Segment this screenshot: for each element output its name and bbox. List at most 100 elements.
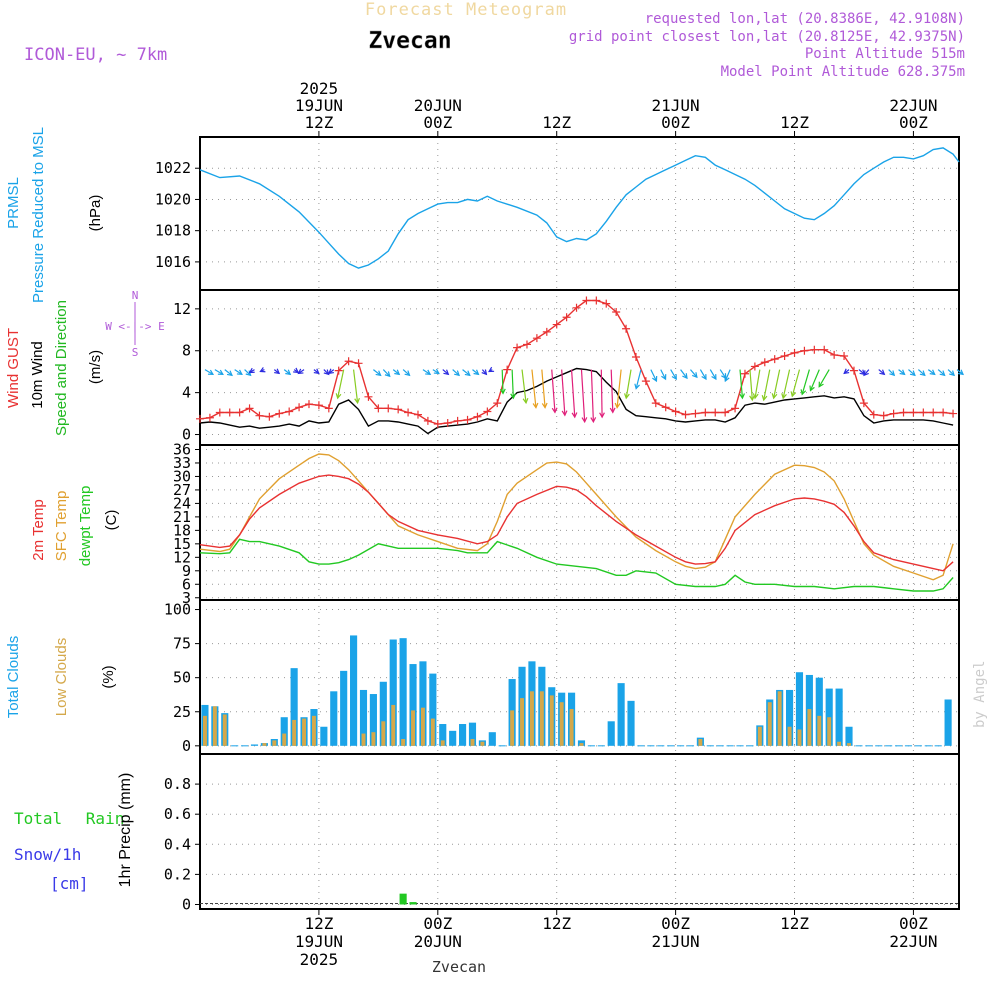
wind-arrow-shaft <box>422 369 431 375</box>
wind-arrow-shaft <box>352 369 359 403</box>
wind-arrow-head <box>473 369 480 376</box>
wind-arrow-shaft <box>234 369 243 375</box>
y-tick-label-precip: 0 <box>182 895 191 913</box>
wind-arrow-head <box>957 369 964 376</box>
low-cloud-bar <box>827 717 832 746</box>
wind-arrow-shaft <box>402 369 410 376</box>
low-cloud-bar <box>272 740 277 746</box>
wind-arrow-head <box>499 388 506 395</box>
wind-arrow-shaft <box>580 369 586 422</box>
gust-marker <box>413 410 422 419</box>
y-tick-label-wind: 12 <box>173 300 191 318</box>
wind-arrow-shaft <box>462 369 471 376</box>
wind-direction-arrow <box>699 369 707 381</box>
wind-arrow-head <box>899 369 906 376</box>
wind-arrow-head <box>889 370 896 377</box>
pressure-label-prmsl: PRMSL <box>5 177 22 229</box>
gust-marker <box>255 411 264 420</box>
low-cloud-bar <box>430 718 435 746</box>
wind-arrow-head <box>609 407 616 414</box>
y-tick-label-clouds: 100 <box>164 601 191 619</box>
gust-marker <box>374 404 383 413</box>
wind-arrow-head <box>818 381 824 388</box>
wind-arrow-shaft <box>224 369 233 376</box>
gust-marker <box>939 408 948 417</box>
wind-arrow-head <box>425 369 432 376</box>
gust-marker <box>394 405 403 414</box>
top-time-label: 00Z <box>661 113 690 132</box>
wind-arrow-shaft <box>551 369 556 413</box>
wind-direction-arrow <box>481 369 488 376</box>
gust-marker <box>324 404 333 413</box>
wind-arrow-head <box>682 373 688 380</box>
bottom-time-label: 12Z <box>542 914 571 933</box>
y-tick-label-temperature: 6 <box>182 575 191 593</box>
wind-arrow-head <box>404 370 411 377</box>
wind-direction-arrow <box>462 369 471 377</box>
y-tick-label-precip: 0.8 <box>164 775 191 793</box>
total-cloud-bar <box>835 688 843 746</box>
gust-marker <box>820 345 829 354</box>
gust-marker <box>473 412 482 421</box>
y-tick-label-temperature: 3 <box>182 589 191 607</box>
wind-arrow-shaft <box>709 369 717 380</box>
gust-marker <box>265 412 274 421</box>
wind-arrow-shaft <box>782 369 791 399</box>
wind-direction-arrow <box>432 368 440 375</box>
wind-arrow-head <box>711 374 717 381</box>
cloud-label-total: Total Clouds <box>5 636 22 719</box>
temp-label-unit: (C) <box>103 510 120 531</box>
total-cloud-bar <box>379 681 387 746</box>
wind-direction-arrow <box>761 369 771 402</box>
temp-label-2m: 2m Temp <box>30 499 47 560</box>
wind-arrow-head <box>207 369 215 375</box>
y-tick-label-precip: 0.2 <box>164 865 191 883</box>
wind-arrow-head <box>691 372 698 379</box>
wind-direction-arrow <box>531 369 539 409</box>
total-cloud-bar <box>488 732 496 746</box>
panel-grid-precip: 0 0.2 0.4 0.6 0.8 <box>164 754 959 913</box>
gust-marker <box>602 299 611 308</box>
gust-marker <box>721 408 730 417</box>
low-cloud-bar <box>777 691 782 746</box>
gust-marker <box>879 411 888 420</box>
wind-arrow-shaft <box>791 369 801 397</box>
wind-arrow-head <box>293 367 300 374</box>
wind-direction-arrow <box>541 369 548 409</box>
y-tick-label-clouds: 0 <box>182 737 191 755</box>
y-tick-label-wind: 0 <box>182 426 191 444</box>
wind-arrow-head <box>532 402 539 409</box>
wind-direction-arrow <box>521 369 529 405</box>
bottom-time-label: 20JUN <box>414 932 462 951</box>
low-cloud-bar <box>302 718 307 746</box>
wind-arrow-shaft <box>650 369 657 382</box>
total-cloud-bar <box>825 688 833 746</box>
top-time-label: 2025 <box>300 79 339 98</box>
wind-direction-arrow <box>327 368 335 375</box>
wind-direction-arrow <box>422 369 432 376</box>
wind-direction-arrow <box>898 369 906 376</box>
wind-direction-arrow <box>790 369 801 398</box>
top-time-label: 22JUN <box>889 96 937 115</box>
wind-arrow-shaft <box>625 369 632 399</box>
low-cloud-bar <box>797 729 802 746</box>
y-tick-label-pressure: 1022 <box>155 159 191 177</box>
gust-marker <box>592 296 601 305</box>
gust-marker <box>671 407 680 416</box>
wind-arrow-shaft <box>610 369 614 413</box>
gust-marker <box>849 366 858 375</box>
y-tick-label-clouds: 50 <box>173 669 191 687</box>
gust-marker <box>770 355 779 364</box>
wind-arrow-shaft <box>600 369 603 418</box>
panel-grid-wind: 0 4 8 12 <box>173 290 959 445</box>
total-cloud-bar <box>350 635 358 746</box>
gust-marker <box>453 416 462 425</box>
wind-arrow-head <box>226 370 233 377</box>
wind-arrow-head <box>800 389 807 396</box>
gust-marker <box>929 408 938 417</box>
wind-arrow-head <box>599 412 605 419</box>
wind-arrow-head <box>581 417 588 424</box>
total-cloud-bar <box>280 717 288 746</box>
low-cloud-bar <box>529 691 534 746</box>
rain-bar <box>399 893 407 905</box>
